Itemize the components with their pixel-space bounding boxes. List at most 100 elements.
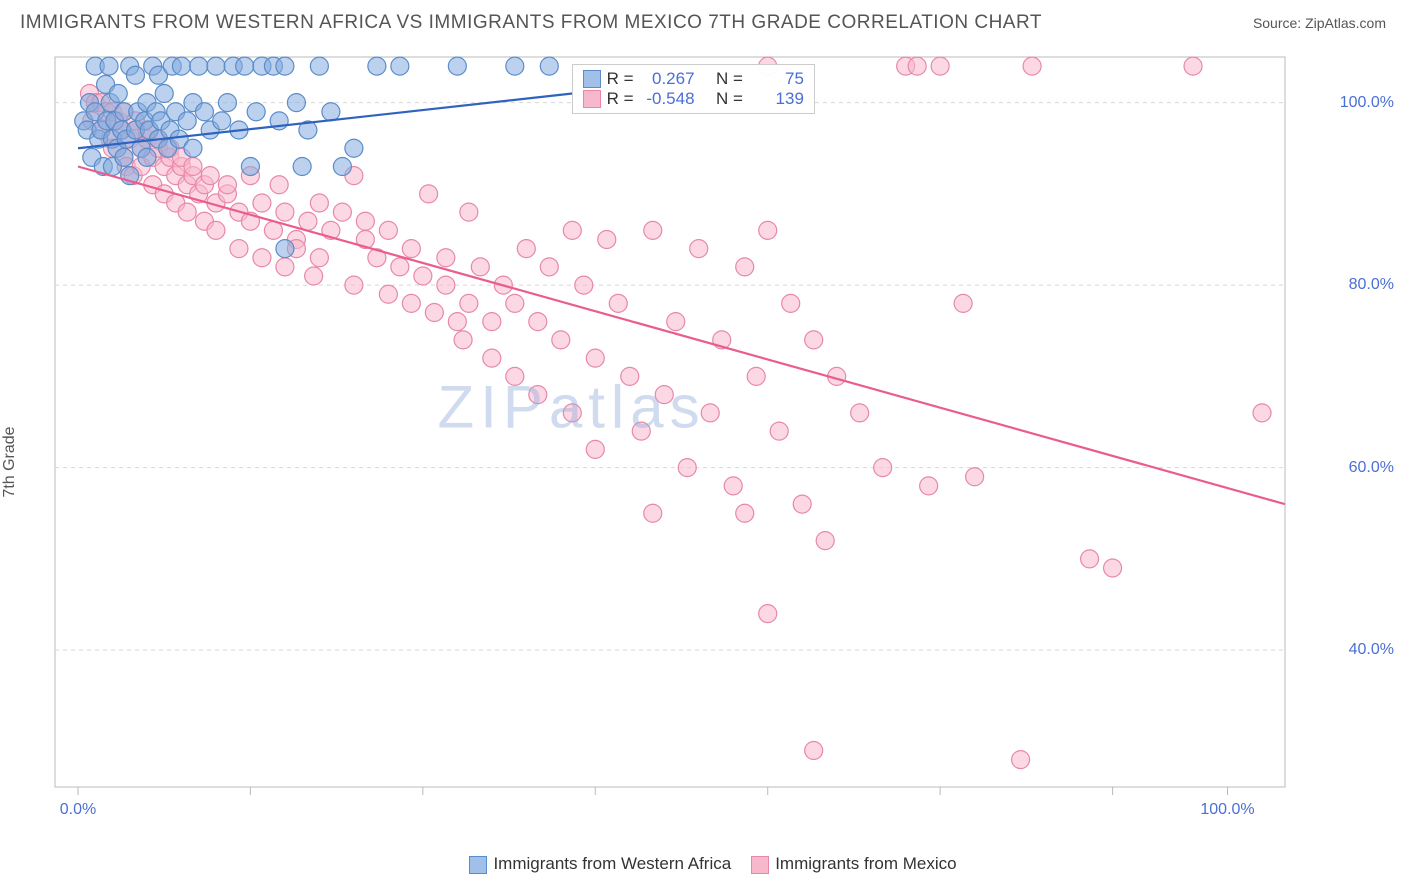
data-point — [293, 158, 311, 176]
data-point — [299, 212, 317, 230]
x-tick-label-left: 0.0% — [60, 801, 96, 819]
data-point — [287, 94, 305, 112]
data-point — [874, 459, 892, 477]
data-point — [483, 349, 501, 367]
data-point — [805, 742, 823, 760]
data-point — [1253, 404, 1271, 422]
data-point — [816, 532, 834, 550]
data-point — [310, 57, 328, 75]
y-axis-label: 7th Grade — [1, 426, 19, 497]
data-point — [908, 57, 926, 75]
data-point — [632, 422, 650, 440]
chart-container: 7th Grade ZIPatlas R = 0.267 N = 75 R = … — [0, 42, 1406, 882]
data-point — [218, 176, 236, 194]
data-point — [655, 386, 673, 404]
data-point — [391, 258, 409, 276]
data-point — [178, 112, 196, 130]
data-point — [1184, 57, 1202, 75]
y-tick-label: 60.0% — [1349, 459, 1394, 477]
legend-series-label: Immigrants from Western Africa — [493, 854, 731, 873]
data-point — [253, 194, 271, 212]
data-point — [310, 249, 328, 267]
chart-header: IMMIGRANTS FROM WESTERN AFRICA VS IMMIGR… — [0, 0, 1406, 42]
data-point — [793, 495, 811, 513]
data-point — [276, 240, 294, 258]
data-point — [115, 148, 133, 166]
data-point — [1081, 550, 1099, 568]
data-point — [954, 294, 972, 312]
data-point — [138, 148, 156, 166]
data-point — [276, 258, 294, 276]
data-point — [333, 203, 351, 221]
n-value: 139 — [749, 89, 804, 109]
legend-series-label: Immigrants from Mexico — [775, 854, 956, 873]
source-attribution: Source: ZipAtlas.com — [1253, 15, 1386, 31]
data-point — [667, 313, 685, 331]
n-label: N = — [716, 89, 743, 109]
r-value: -0.548 — [640, 89, 695, 109]
data-point — [448, 57, 466, 75]
data-point — [420, 185, 438, 203]
data-point — [218, 94, 236, 112]
y-tick-label: 40.0% — [1349, 641, 1394, 659]
data-point — [126, 66, 144, 84]
data-point — [724, 477, 742, 495]
data-point — [598, 231, 616, 249]
data-point — [155, 85, 173, 103]
data-point — [552, 331, 570, 349]
data-point — [563, 221, 581, 239]
data-point — [540, 57, 558, 75]
data-point — [1023, 57, 1041, 75]
data-point — [178, 203, 196, 221]
data-point — [379, 285, 397, 303]
data-point — [805, 331, 823, 349]
data-point — [563, 404, 581, 422]
data-point — [529, 386, 547, 404]
data-point — [759, 605, 777, 623]
data-point — [264, 221, 282, 239]
data-point — [402, 294, 420, 312]
data-point — [425, 304, 443, 322]
data-point — [276, 57, 294, 75]
source-prefix: Source: — [1253, 15, 1305, 31]
data-point — [931, 57, 949, 75]
x-tick-label-right: 100.0% — [1200, 801, 1254, 819]
data-point — [241, 158, 259, 176]
data-point — [460, 203, 478, 221]
data-point — [759, 221, 777, 239]
y-tick-label: 100.0% — [1340, 94, 1394, 112]
data-point — [345, 139, 363, 157]
data-point — [184, 158, 202, 176]
data-point — [471, 258, 489, 276]
data-point — [184, 139, 202, 157]
data-point — [920, 477, 938, 495]
data-point — [236, 57, 254, 75]
data-point — [356, 212, 374, 230]
data-point — [310, 194, 328, 212]
data-point — [195, 103, 213, 121]
data-point — [506, 294, 524, 312]
data-point — [1104, 559, 1122, 577]
data-point — [506, 57, 524, 75]
chart-title: IMMIGRANTS FROM WESTERN AFRICA VS IMMIGR… — [20, 12, 1042, 34]
data-point — [517, 240, 535, 258]
legend-stat-row: R = -0.548 N = 139 — [583, 89, 804, 109]
data-point — [736, 258, 754, 276]
data-point — [247, 103, 265, 121]
data-point — [100, 57, 118, 75]
data-point — [333, 158, 351, 176]
data-point — [213, 112, 231, 130]
source-link[interactable]: ZipAtlas.com — [1305, 15, 1386, 31]
data-point — [379, 221, 397, 239]
data-point — [368, 57, 386, 75]
data-point — [701, 404, 719, 422]
data-point — [230, 240, 248, 258]
series-legend: Immigrants from Western Africa Immigrants… — [0, 854, 1406, 874]
data-point — [437, 249, 455, 267]
n-label: N = — [716, 69, 743, 89]
data-point — [270, 176, 288, 194]
data-point — [966, 468, 984, 486]
data-point — [253, 249, 271, 267]
data-point — [276, 203, 294, 221]
data-point — [448, 313, 466, 331]
